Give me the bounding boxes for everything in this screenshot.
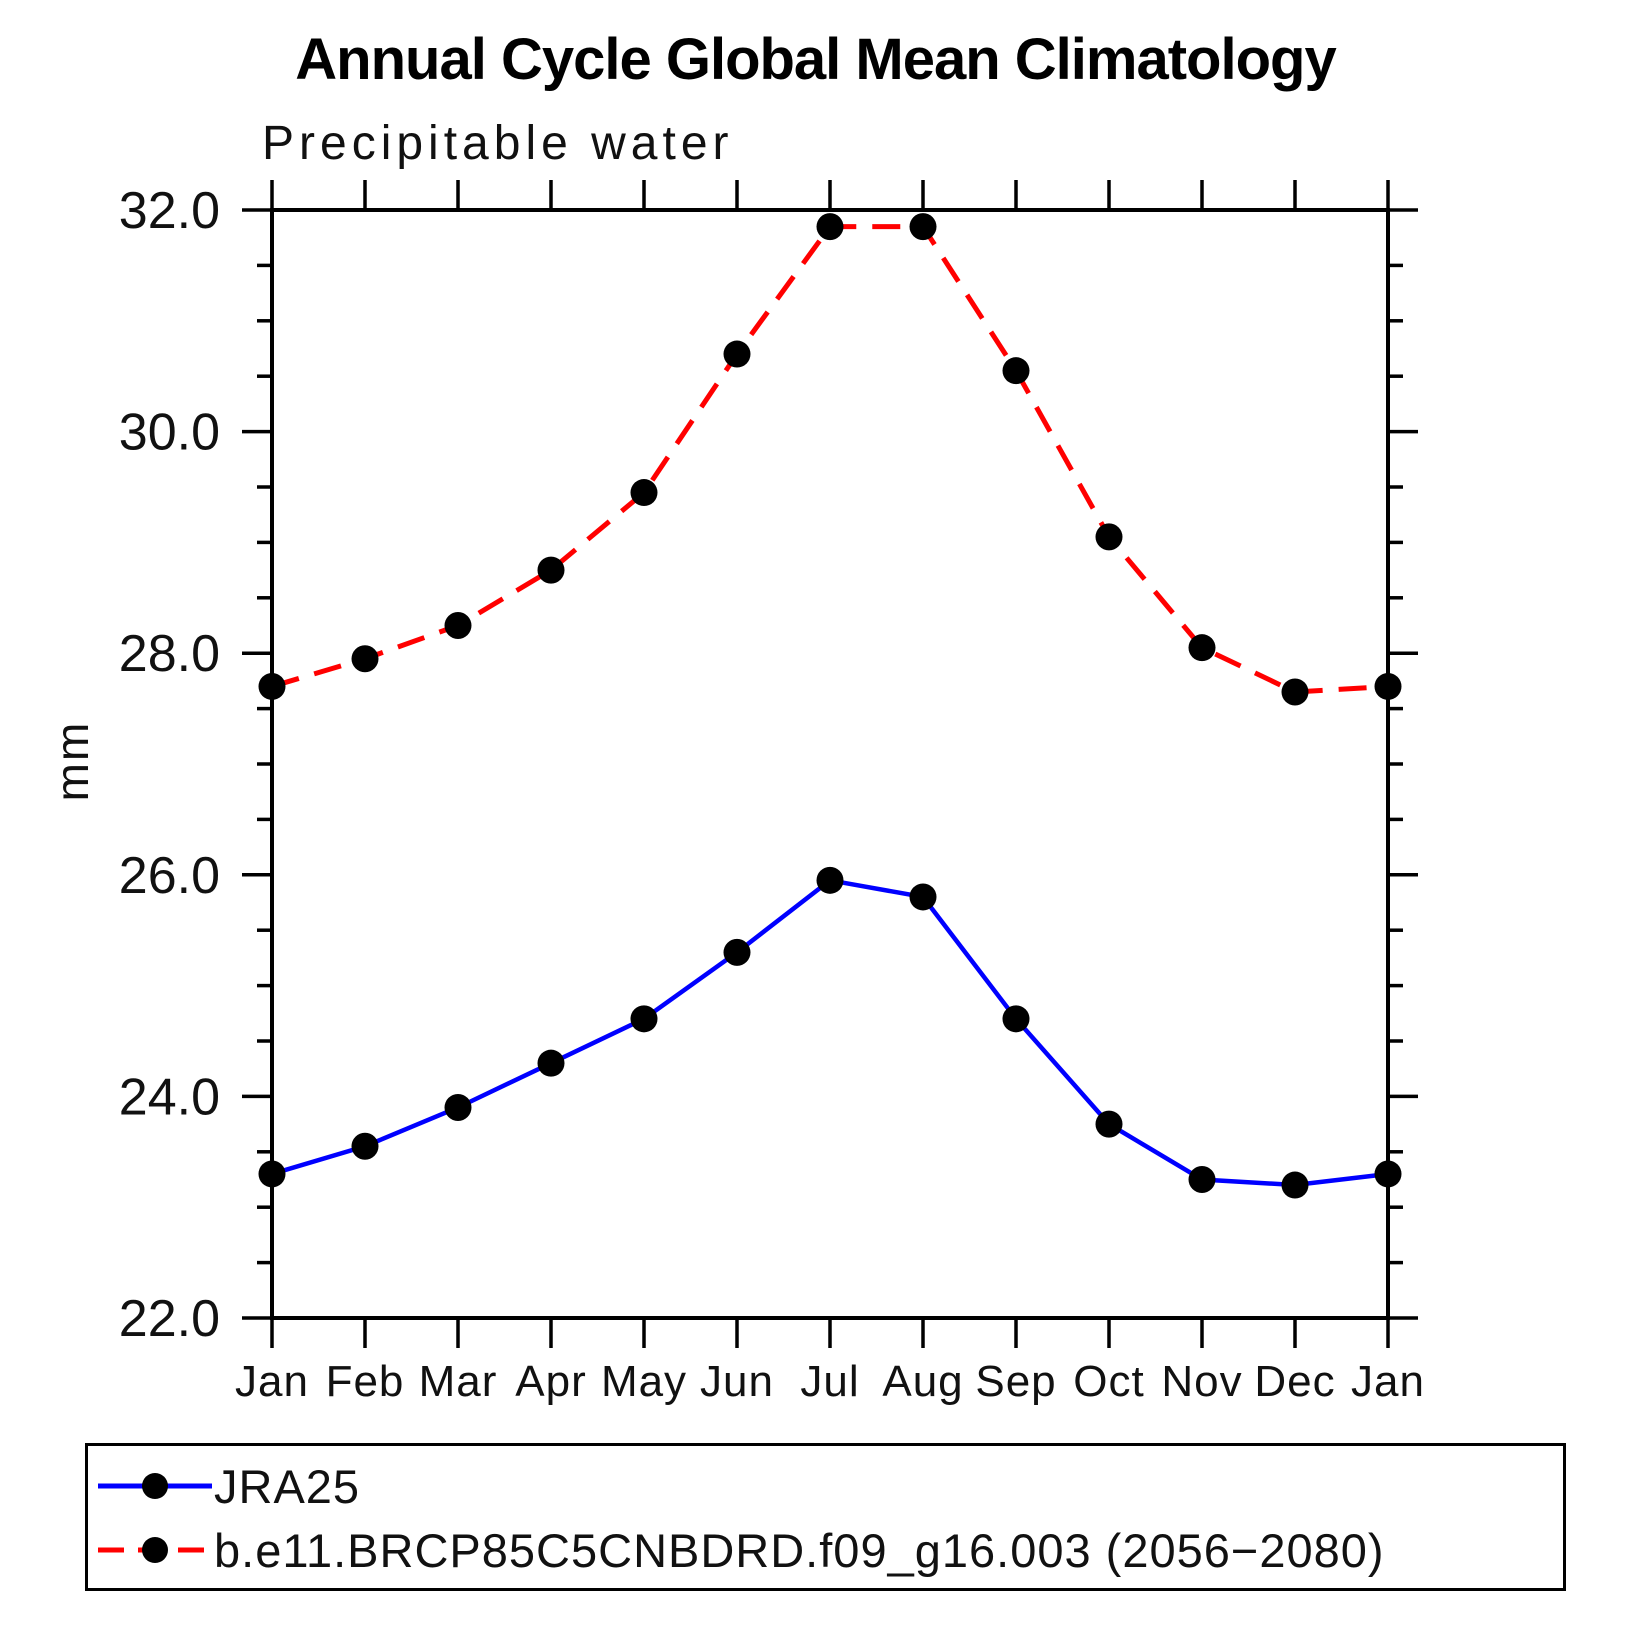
data-point (723, 938, 751, 966)
y-tick-label: 28.0 (119, 625, 220, 683)
data-point (351, 1132, 379, 1160)
plot-frame (270, 208, 1390, 1320)
series-line-1 (271, 224, 1389, 695)
data-point (1374, 1160, 1402, 1188)
y-tick-label: 30.0 (119, 404, 220, 462)
data-point (816, 213, 844, 241)
data-point (1281, 678, 1309, 706)
y-axis-ticks (242, 208, 1418, 1320)
legend-dashed-line-icon (98, 1537, 212, 1563)
data-point (909, 883, 937, 911)
x-tick-label: Oct (1073, 1357, 1144, 1406)
data-point (1095, 523, 1123, 551)
x-tick-label: Nov (1161, 1357, 1242, 1406)
chart-subtitle: Precipitable water (262, 117, 734, 170)
legend-sample-marker (142, 1473, 168, 1499)
x-tick-label: Jan (1351, 1357, 1425, 1406)
chart-title: Annual Cycle Global Mean Climatology (295, 27, 1336, 92)
data-point (1188, 1166, 1216, 1193)
series-line-0 (271, 877, 1389, 1188)
series-markers-1 (258, 213, 1402, 706)
y-tick-label: 24.0 (119, 1068, 220, 1126)
x-tick-label: Feb (326, 1357, 405, 1406)
data-point (1281, 1171, 1309, 1199)
y-tick-label: 22.0 (119, 1290, 220, 1348)
x-tick-label: Jan (235, 1357, 309, 1406)
x-tick-label: Aug (882, 1357, 963, 1406)
data-point (1095, 1110, 1123, 1138)
data-point (1002, 357, 1030, 385)
data-point (444, 612, 472, 639)
y-tick-label: 26.0 (119, 847, 220, 905)
x-tick-label: Jun (700, 1357, 774, 1406)
data-point (351, 645, 379, 673)
data-point (816, 866, 844, 894)
data-point (258, 672, 286, 700)
data-point (258, 1160, 286, 1188)
data-point (1002, 1005, 1030, 1033)
legend-label-model: b.e11.BRCP85C5CNBDRD.f09_g16.003 (2056−2… (214, 1523, 1385, 1577)
series-markers-0 (258, 866, 1402, 1199)
x-tick-label: Dec (1254, 1357, 1335, 1406)
x-tick-label: May (601, 1357, 687, 1406)
data-point (444, 1093, 472, 1121)
legend-item-model: b.e11.BRCP85C5CNBDRD.f09_g16.003 (2056−2… (96, 1518, 1563, 1582)
legend-sample-marker (142, 1537, 168, 1563)
data-point (537, 556, 565, 584)
x-tick-label: Sep (975, 1357, 1056, 1406)
data-point (537, 1049, 565, 1077)
data-point (630, 479, 658, 507)
data-point (1374, 672, 1402, 700)
x-tick-label: Mar (419, 1357, 498, 1406)
x-tick-label: Apr (515, 1357, 586, 1406)
legend-solid-line-icon (98, 1473, 212, 1499)
legend-item-jra25: JRA25 (96, 1454, 1563, 1518)
x-axis-ticks (270, 180, 1390, 1348)
legend: JRA25 b.e11.BRCP85C5CNBDRD.f09_g16.003 (… (85, 1443, 1566, 1591)
legend-label-jra25: JRA25 (214, 1459, 361, 1513)
data-point (909, 213, 937, 241)
data-point (1188, 634, 1216, 662)
y-tick-label: 32.0 (119, 182, 220, 240)
x-tick-label: Jul (800, 1357, 859, 1406)
data-point (630, 1005, 658, 1033)
data-point (723, 340, 751, 368)
